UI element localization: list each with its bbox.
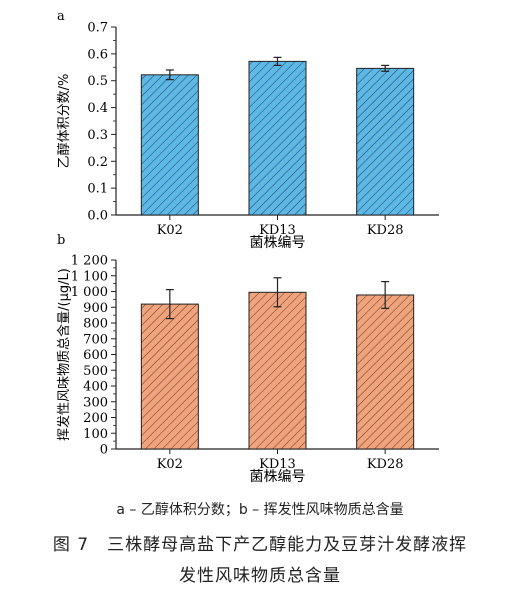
figure-caption-line-1: 图 7 三株酵母高盐下产乙醇能力及豆芽汁发酵液挥: [52, 535, 468, 555]
x-tick-label: KD28: [367, 457, 404, 472]
y-tick-label: 500: [83, 364, 108, 379]
y-tick-label: 0.1: [87, 182, 108, 197]
y-tick-label: 800: [83, 317, 108, 332]
y-tick-label: 0.6: [87, 47, 108, 62]
y-tick-label: 700: [83, 332, 108, 347]
y-tick-label: 600: [83, 348, 108, 363]
y-tick-label: 100: [83, 427, 108, 442]
figure-caption-line-2: 发性风味物质总含量: [179, 566, 341, 586]
y-axis-title: 挥发性风味物质总含量/(μg/L): [56, 268, 72, 441]
bar-KD13: [248, 291, 307, 450]
y-tick-label: 0.4: [87, 101, 108, 116]
x-tick-label: KD13: [259, 457, 296, 472]
y-axis-title: 乙醇体积分数/%: [56, 74, 72, 169]
bar-KD28: [356, 294, 415, 450]
panel-label: b: [57, 233, 65, 248]
y-tick-label: 0.2: [87, 155, 108, 170]
x-tick-label: KD13: [259, 223, 296, 238]
y-tick-label: 0.3: [87, 128, 108, 143]
bar-K02: [140, 303, 199, 450]
y-tick-label: 300: [83, 395, 108, 410]
panel-label: a: [57, 9, 65, 24]
x-tick-label: K02: [157, 223, 183, 238]
x-tick-label: KD28: [367, 223, 404, 238]
bar-KD13: [248, 60, 307, 216]
x-axis-title: 菌株编号: [250, 469, 306, 485]
y-tick-label: 400: [83, 380, 108, 395]
y-tick-label: 200: [83, 411, 108, 426]
x-axis-title: 菌株编号: [250, 235, 306, 251]
y-tick-label: 0.7: [87, 21, 108, 36]
bar-K02: [140, 74, 199, 216]
y-tick-label: 0.0: [87, 209, 108, 224]
y-tick-label: 0: [100, 443, 108, 458]
y-tick-label: 0.5: [87, 74, 108, 89]
y-tick-label: 1 200: [71, 254, 108, 269]
figure-legend: a – 乙醇体积分数；b – 挥发性风味物质总含量: [116, 502, 404, 518]
bar-KD28: [356, 67, 415, 216]
figure: a 0.0 0.1 0.2 0.3 0.4 0.5 0.6 0.7 K02 KD13 KD28 菌株编号…: [56, 9, 439, 485]
x-tick-label: K02: [157, 457, 183, 472]
y-tick-label: 900: [83, 301, 108, 316]
y-tick-label: 1 100: [71, 269, 108, 284]
chart-panel-a: a 0.0 0.1 0.2 0.3 0.4 0.5 0.6 0.7 K02 KD13 KD28 菌株编号…: [56, 9, 439, 251]
y-tick-label: 1 000: [71, 285, 108, 300]
